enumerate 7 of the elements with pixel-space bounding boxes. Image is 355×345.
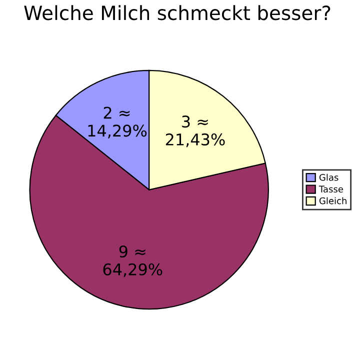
data-label: 3 ≈ 21,43% <box>166 116 225 148</box>
data-label: 9 ≈ 64,29% <box>103 245 162 278</box>
legend-label: Tasse <box>318 186 343 193</box>
chart-title: Welche Milch schmeckt besser? <box>24 5 330 20</box>
data-label: 2 ≈ 14,29% <box>88 106 147 138</box>
legend-label: Glas <box>319 174 338 181</box>
legend-label: Gleich <box>319 197 346 204</box>
